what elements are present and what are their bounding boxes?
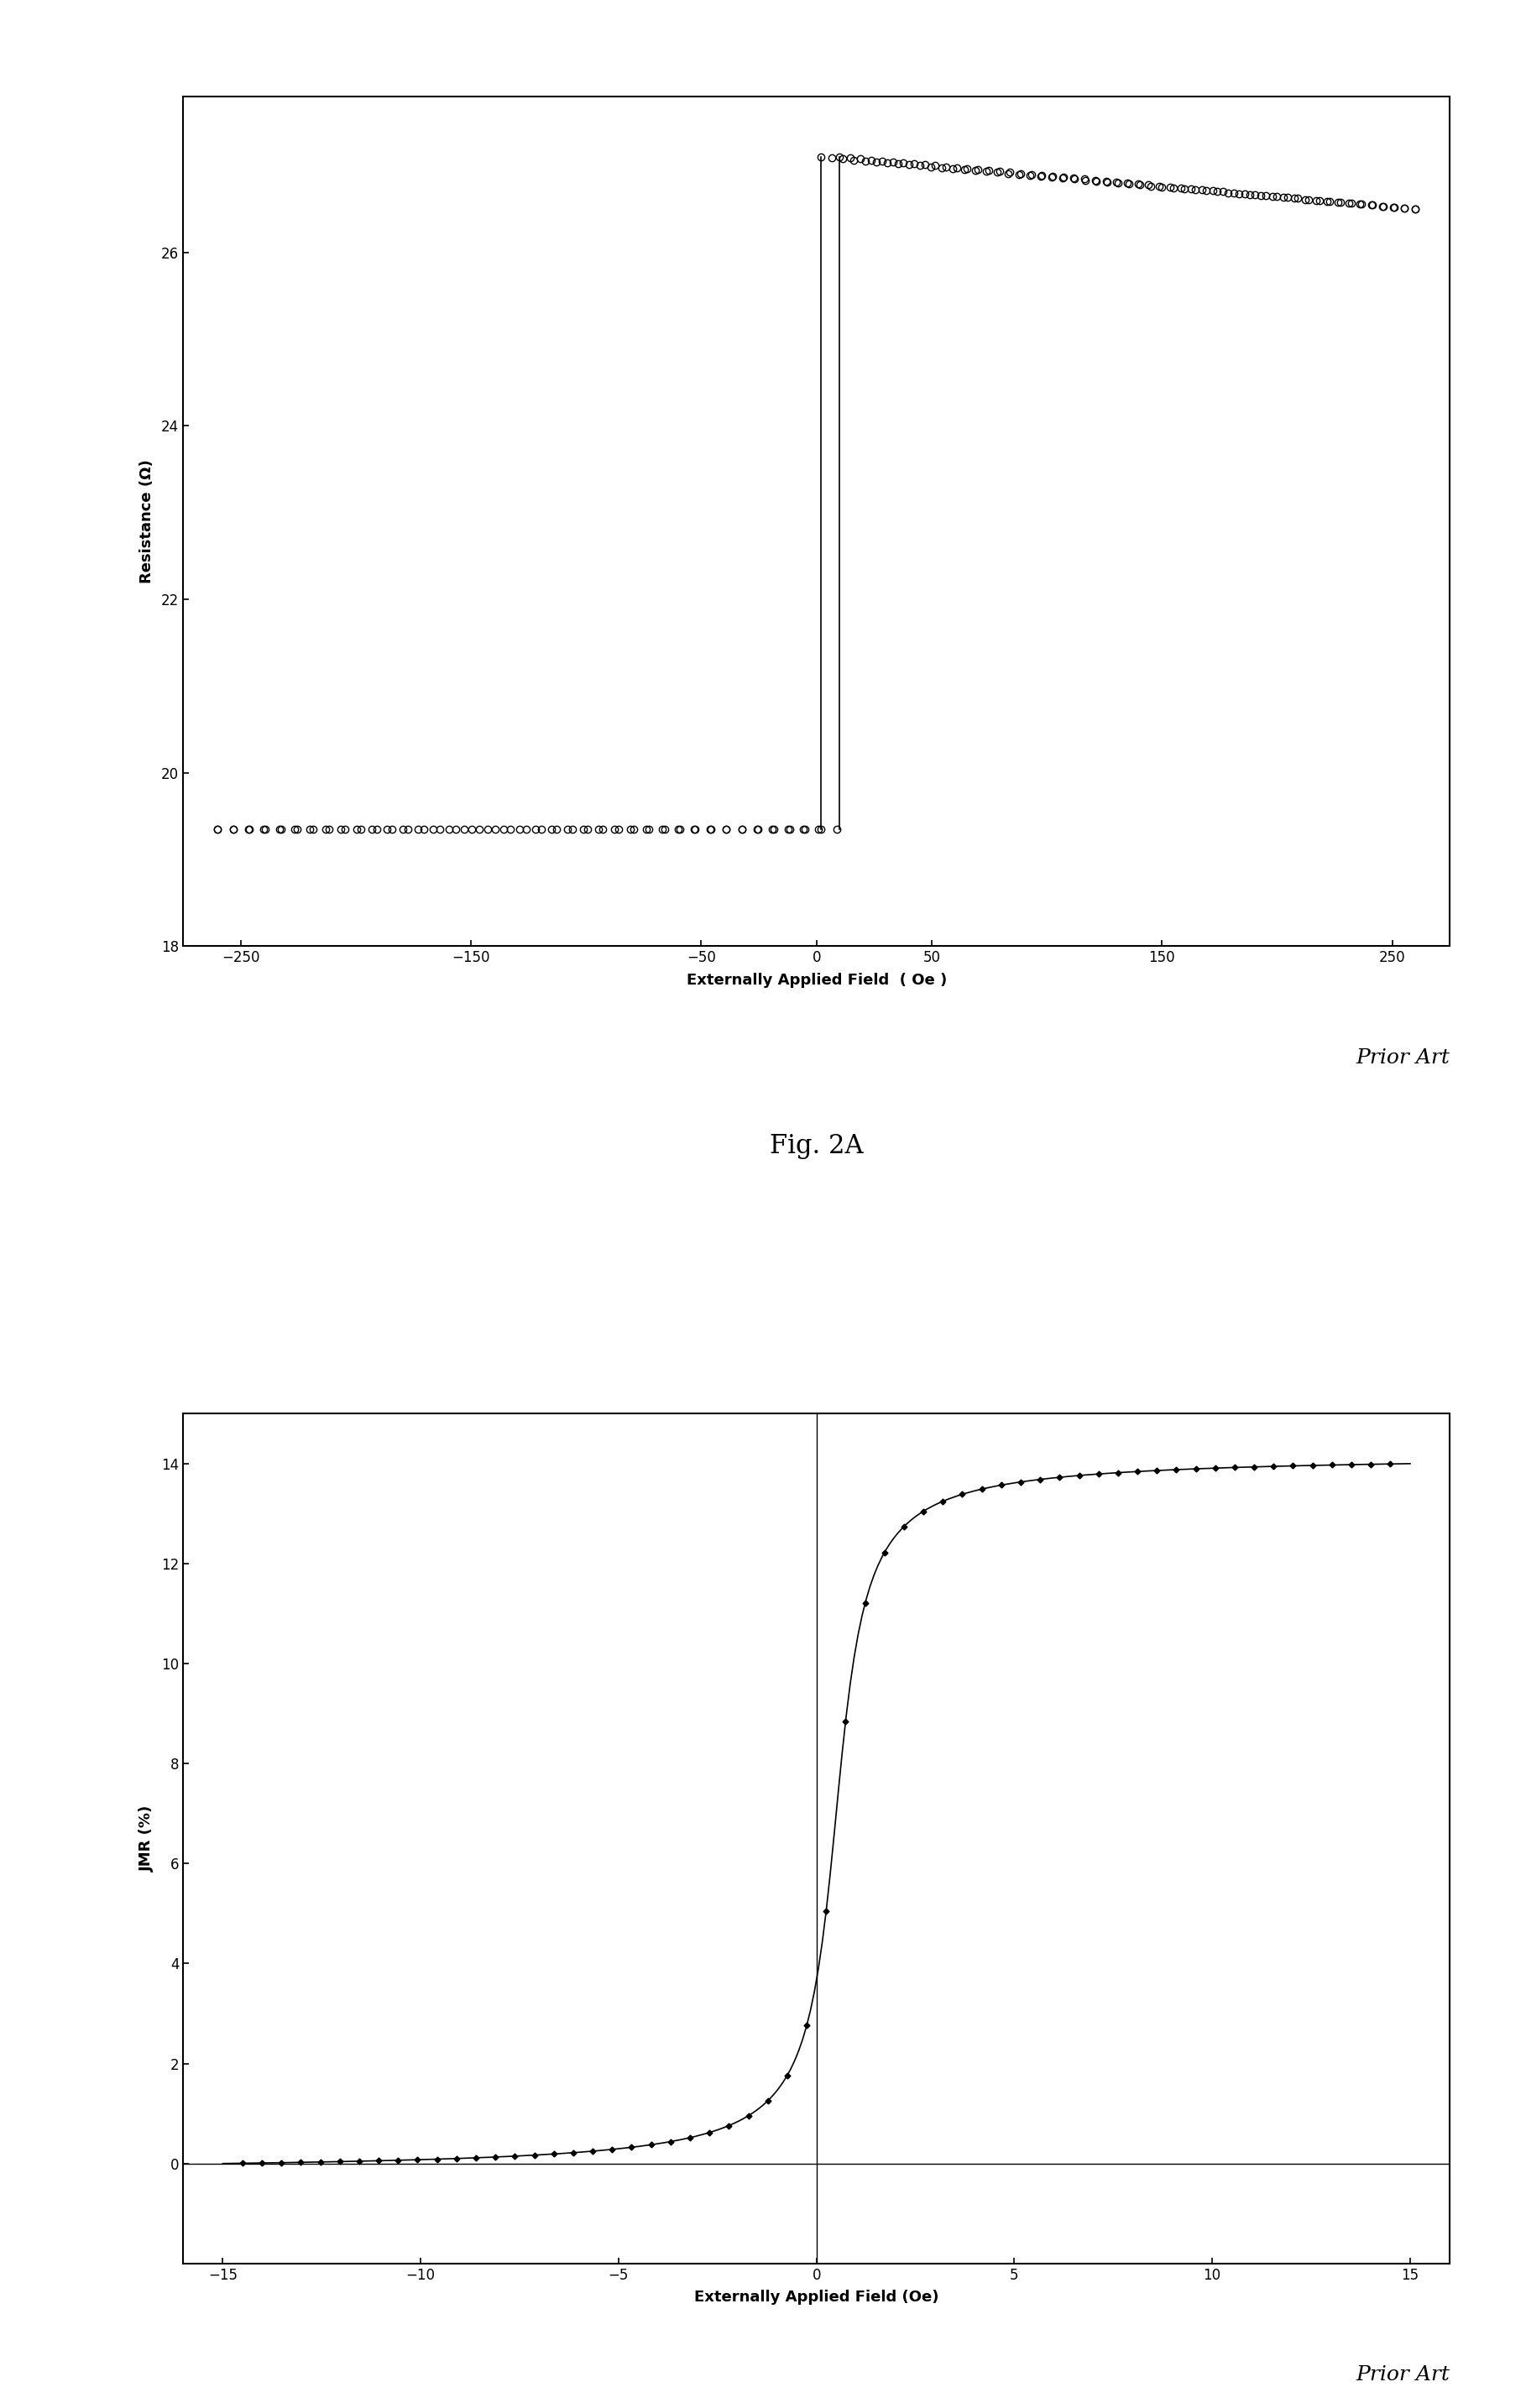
Y-axis label: JMR (%): JMR (%) — [139, 1806, 154, 1871]
Y-axis label: Resistance (Ω): Resistance (Ω) — [139, 460, 154, 583]
Text: Prior Art: Prior Art — [1355, 1047, 1450, 1067]
X-axis label: Externally Applied Field  ( Oe ): Externally Applied Field ( Oe ) — [687, 973, 946, 987]
X-axis label: Externally Applied Field (Oe): Externally Applied Field (Oe) — [694, 2290, 938, 2304]
Text: Prior Art: Prior Art — [1355, 2365, 1450, 2384]
Text: Fig. 2A: Fig. 2A — [769, 1134, 864, 1158]
